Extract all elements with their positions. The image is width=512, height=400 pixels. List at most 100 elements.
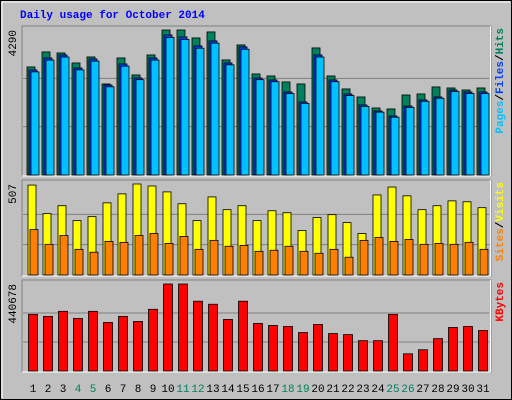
bar [119,241,129,276]
bar [463,326,473,372]
bar [225,64,235,176]
bar [404,239,414,276]
bar [149,233,159,276]
bar [210,42,220,176]
bar [254,250,264,276]
bar [59,235,69,276]
bar [103,322,113,372]
bar [419,243,429,276]
bar [315,56,325,176]
bar [480,93,490,176]
bar [134,235,144,276]
bar [375,111,385,176]
bar [75,69,85,176]
bar [464,241,474,276]
bar [29,229,39,276]
bar [300,102,310,176]
legend-entry: KBytes [495,282,507,322]
bar [450,91,460,176]
bar [344,256,354,276]
legend-entry: Pages [495,101,507,134]
x-tick-label: 17 [266,384,279,396]
legend-entry: Files [495,61,507,94]
bar [118,315,128,372]
bar [224,245,234,276]
x-tick-label: 25 [386,384,399,396]
bar [420,100,430,176]
bar [179,236,189,276]
x-tick-label: 14 [221,384,235,396]
bar [120,65,130,176]
bar [133,321,143,372]
legend: KBytes [495,282,507,322]
bar [328,333,338,372]
bar [150,59,160,176]
bar [403,353,413,372]
x-tick-label: 6 [105,384,112,396]
bar [405,107,415,176]
bar [360,105,370,176]
bar [343,334,353,372]
legend-entry: Hits [495,28,507,54]
bar [45,59,55,176]
bar [58,310,68,372]
bar [359,239,369,276]
bar [193,300,203,372]
bar [180,39,190,176]
bar [148,308,158,372]
x-tick-label: 31 [476,384,490,396]
bar [479,248,489,276]
x-tick-label: 27 [416,384,429,396]
bar [238,300,248,372]
bar [329,248,339,276]
x-tick-label: 22 [341,384,354,396]
x-tick-label: 2 [45,384,52,396]
x-tick-label: 23 [356,384,369,396]
x-tick-label: 4 [75,384,82,396]
bar [209,239,219,276]
bar [374,237,384,276]
bar [390,116,400,176]
x-tick-label: 18 [281,384,294,396]
bar [298,332,308,372]
bar [418,349,428,372]
x-tick-label: 5 [90,384,97,396]
bar [60,56,70,176]
x-tick-label: 29 [446,384,459,396]
x-tick-label: 10 [161,384,174,396]
bar [135,79,145,176]
legend-separator: / [495,221,507,228]
bar [435,97,445,176]
bar [44,243,54,276]
x-tick-label: 28 [431,384,444,396]
legend-entry: Sites [495,228,507,261]
bar [283,326,293,372]
x-tick-label: 13 [206,384,219,396]
x-tick-label: 3 [60,384,67,396]
bar [478,330,488,372]
bar [330,81,340,176]
x-tick-label: 15 [236,384,249,396]
bar [255,79,265,176]
bar [30,71,40,176]
bar [164,243,174,276]
bar [208,303,218,372]
legend: Sites/Visits [495,182,507,261]
legend: Pages/Files/Hits [495,28,507,134]
bar [253,323,263,372]
bar [284,245,294,276]
bar [163,283,173,372]
bar [313,324,323,372]
bar [43,315,53,372]
x-tick-label: 19 [296,384,309,396]
bar [194,248,204,276]
bar [105,86,115,176]
bar [178,283,188,372]
x-tick-label: 11 [176,384,190,396]
bar [449,243,459,276]
bar [88,310,98,372]
bar [345,95,355,176]
bar [389,241,399,276]
x-tick-label: 8 [135,384,142,396]
bar [358,340,368,372]
